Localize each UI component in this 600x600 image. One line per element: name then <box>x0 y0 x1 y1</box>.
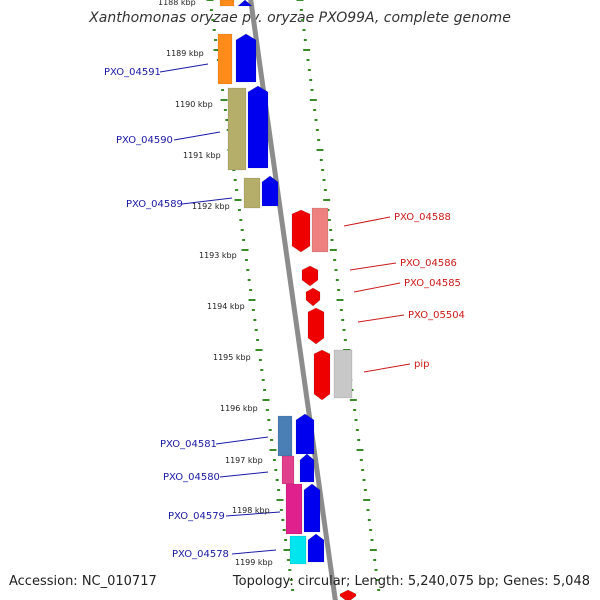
gene-feature[interactable] <box>307 307 325 345</box>
gene-feature[interactable] <box>303 483 321 533</box>
gene-feature[interactable] <box>289 535 307 565</box>
kbp-tick-label: 1192 kbp <box>192 202 230 211</box>
label-leader-line <box>215 436 269 445</box>
kbp-tick-labels: 1188 kbp 1189 kbp 1190 kbp 1191 kbp 1192 kbp… <box>158 0 273 567</box>
gene-feature[interactable] <box>311 207 329 253</box>
kbp-tick-label: 1188 kbp <box>158 0 196 7</box>
label-leader-line <box>159 63 209 73</box>
label-leader-line <box>349 262 397 271</box>
kbp-tick-label: 1195 kbp <box>213 353 251 362</box>
gene-feature[interactable] <box>295 413 315 455</box>
kbp-tick-label: 1196 kbp <box>220 404 258 413</box>
gene-feature[interactable] <box>227 87 247 171</box>
gene-label-left[interactable]: PXO_04589 <box>126 199 183 210</box>
gene-feature[interactable] <box>285 483 303 535</box>
gene-feature[interactable] <box>247 85 269 169</box>
gene-label-right[interactable]: PXO_05504 <box>408 310 465 321</box>
gene-feature[interactable] <box>339 589 357 600</box>
gene-feature[interactable] <box>307 533 325 563</box>
gene-feature[interactable] <box>217 33 233 85</box>
gene-features <box>217 0 357 600</box>
left-ruler-track <box>206 0 295 591</box>
gene-label-left[interactable]: PXO_04591 <box>104 67 161 78</box>
label-leader-line <box>353 282 401 293</box>
gene-feature[interactable] <box>281 455 295 485</box>
gene-feature[interactable] <box>243 177 261 209</box>
gene-label-left[interactable]: PXO_04581 <box>160 439 217 450</box>
gene-feature[interactable] <box>301 265 319 287</box>
gene-feature[interactable] <box>333 349 353 399</box>
label-leader-line <box>357 314 405 323</box>
kbp-tick-label: 1193 kbp <box>199 251 237 260</box>
gene-label-right[interactable]: PXO_04585 <box>404 278 461 289</box>
gene-label-left[interactable]: PXO_04579 <box>168 511 225 522</box>
label-leader-line <box>231 549 277 555</box>
label-leader-line <box>219 471 269 478</box>
topology-text: Topology: circular; Length: 5,240,075 bp… <box>232 574 590 589</box>
gene-labels: PXO_04591 PXO_04590 PXO_04589 PXO_04581 PXO_… <box>104 67 465 560</box>
gene-feature[interactable] <box>261 175 279 207</box>
kbp-tick-label: 1191 kbp <box>183 151 221 160</box>
label-leader-lines <box>159 63 411 555</box>
label-leader-line <box>225 511 281 517</box>
gene-feature[interactable] <box>305 287 321 307</box>
gene-label-right[interactable]: pip <box>414 359 429 370</box>
kbp-tick-label: 1189 kbp <box>166 49 204 58</box>
gene-label-left[interactable]: PXO_04590 <box>116 135 173 146</box>
gene-label-left[interactable]: PXO_04580 <box>163 472 220 483</box>
gene-label-right[interactable]: PXO_04588 <box>394 212 451 223</box>
label-leader-line <box>363 363 411 373</box>
gene-label-left[interactable]: PXO_04578 <box>172 549 229 560</box>
gene-label-right[interactable]: PXO_04586 <box>400 258 457 269</box>
gene-feature[interactable] <box>291 209 311 253</box>
kbp-tick-label: 1194 kbp <box>207 302 245 311</box>
kbp-tick-label: 1190 kbp <box>175 100 213 109</box>
gene-feature[interactable] <box>313 349 331 401</box>
gene-feature[interactable] <box>219 0 235 7</box>
label-leader-line <box>181 197 233 205</box>
gene-feature[interactable] <box>299 453 315 483</box>
kbp-tick-label: 1198 kbp <box>232 506 270 515</box>
kbp-tick-label: 1199 kbp <box>235 558 273 567</box>
label-leader-line <box>173 131 221 141</box>
gene-feature[interactable] <box>277 415 293 457</box>
label-leader-line <box>343 216 391 227</box>
gene-feature[interactable] <box>237 0 253 7</box>
kbp-tick-label: 1197 kbp <box>225 456 263 465</box>
gene-feature[interactable] <box>235 33 257 83</box>
map-title: Xanthomonas oryzae pv. oryzae PXO99A, co… <box>89 10 511 26</box>
accession-text: Accession: NC_010717 <box>9 574 157 589</box>
